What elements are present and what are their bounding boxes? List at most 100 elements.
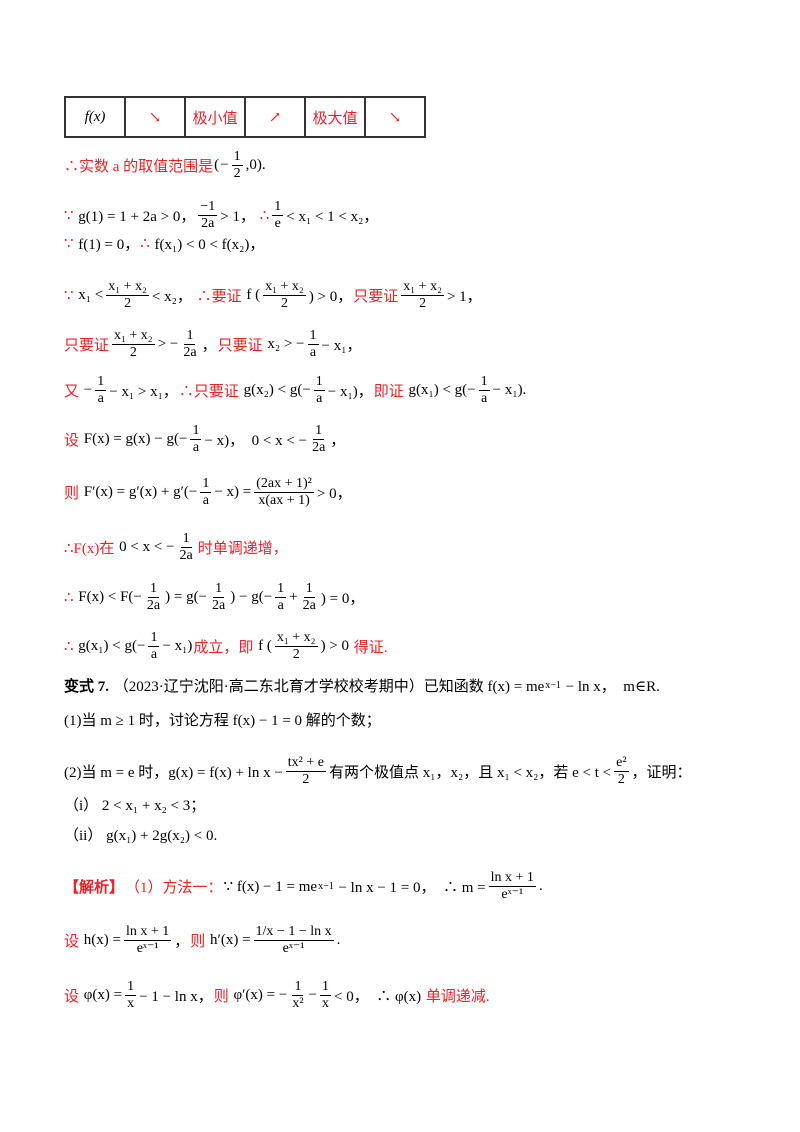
fraction: 1 2a	[145, 581, 162, 614]
denominator: eˣ⁻¹	[501, 887, 524, 903]
text-segment: （ii） g(x₁) + 2g(x₂) < 0.	[64, 828, 218, 844]
text-segment: ，证明：	[631, 765, 692, 782]
numerator: (2ax + 1)²	[254, 476, 314, 494]
text-segment: F′(x) = g′(x) + g′(−	[80, 484, 198, 501]
text-line: 设 h(x) = ln x + 1 eˣ⁻¹，则 h′(x) = 1/x − 1 − …	[64, 924, 340, 957]
numerator: x₁ + x₂	[263, 279, 306, 297]
fraction: x₁ + x₂ 2	[106, 279, 149, 312]
text-segment: < x₂，	[151, 289, 196, 306]
denominator: a	[277, 598, 284, 614]
fraction: ln x + 1 eˣ⁻¹	[123, 924, 172, 957]
fraction: 1 x²	[290, 979, 305, 1012]
text-segment: − x)， 0 < x < −	[204, 433, 308, 450]
table-cell-min: 极小值	[184, 96, 246, 138]
text-segment: 即证	[373, 384, 404, 401]
denominator: eˣ⁻¹	[136, 941, 159, 957]
text-segment: f (	[254, 638, 272, 655]
numerator: 1	[190, 423, 202, 441]
numerator: 1	[320, 979, 332, 997]
text-segment: 只要证	[353, 289, 399, 306]
text-segment: (	[214, 157, 220, 174]
numerator: 1	[313, 423, 325, 441]
table-cell-increasing: ↗	[244, 96, 306, 138]
denominator: a	[192, 440, 200, 456]
superscript: x−1	[318, 881, 334, 893]
numerator: 1	[272, 199, 284, 217]
denominator: 2a	[201, 216, 215, 232]
text-segment: 设	[64, 989, 80, 1006]
text-segment: h(x) =	[80, 932, 121, 949]
text-segment: h′(x) =	[206, 932, 251, 949]
numerator: 1	[180, 531, 192, 549]
text-segment: −	[220, 157, 229, 174]
table-cell-max: 极大值	[304, 96, 366, 138]
denominator: x	[127, 996, 135, 1012]
numerator: 1	[231, 149, 243, 167]
denominator: x(ax + 1)	[258, 493, 310, 509]
denominator: a	[150, 647, 158, 663]
text-segment: −	[308, 987, 318, 1004]
denominator: 2a	[302, 598, 316, 614]
text-segment: x₁ <	[78, 287, 104, 304]
text-segment: f(x₁) < 0 < f(x₂)，	[150, 237, 265, 253]
text-segment: 只要证	[64, 338, 110, 355]
table-cell-decreasing: ↘	[124, 96, 186, 138]
text-segment: 则	[64, 486, 80, 503]
denominator: 2	[129, 345, 137, 361]
text-segment: ∵	[64, 208, 78, 225]
denominator: e	[274, 216, 281, 232]
denominator: eˣ⁻¹	[282, 941, 305, 957]
denominator: a	[316, 391, 323, 407]
text-segment: ∴实数 a 的取值范围是	[64, 159, 214, 176]
numerator: x₁ + x₂	[112, 328, 155, 346]
denominator: 2	[280, 296, 288, 312]
fraction: x₁ + x₂ 2	[112, 328, 155, 361]
denominator: a	[309, 345, 317, 361]
text-segment: f (	[242, 287, 261, 304]
text-segment: g(x₁) < g(−	[78, 638, 146, 655]
text-line: 变式 7. （2023·辽宁沈阳·高二东北育才学校校考期中）已知函数 f(x) …	[64, 675, 660, 696]
text-segment: 【解析】	[64, 880, 125, 897]
superscript: x−1	[545, 680, 561, 691]
denominator: a	[202, 493, 209, 509]
text-segment: F(x) = g(x) − g(−	[80, 431, 188, 448]
text-segment: ) = 0，	[320, 591, 365, 608]
text-segment: ∵	[64, 236, 78, 252]
text-segment: φ′(x) = −	[229, 987, 288, 1004]
text-segment: − x₁).	[492, 382, 527, 399]
numerator: 1	[307, 328, 319, 346]
text-segment: 只要证	[217, 338, 263, 355]
text-segment: 设	[64, 934, 80, 951]
denominator: a	[481, 391, 488, 407]
text-segment: （i） 2 < x₁ + x₂ < 3；	[64, 798, 206, 814]
numerator: 1	[292, 979, 304, 997]
numerator: 1	[303, 581, 315, 599]
fraction: 1 2a	[181, 328, 198, 361]
numerator: 1	[125, 979, 137, 997]
numerator: 1	[200, 476, 212, 494]
text-segment: − ln x， m∈R.	[561, 679, 660, 695]
text-segment: x₂ > −	[263, 336, 305, 353]
text-segment: < 0， ∴ φ(x)	[334, 989, 425, 1006]
text-line: 设 F(x) = g(x) − g(− 1 a − x)， 0 < x < −1 2a，	[64, 423, 345, 456]
fraction: 1 2a	[301, 581, 318, 614]
denominator: 2a	[312, 440, 326, 456]
text-segment: 得证.	[353, 640, 388, 657]
text-segment: φ(x) =	[80, 987, 123, 1004]
denominator: 2	[233, 166, 241, 182]
text-segment: ∴F(x)在	[64, 541, 115, 558]
text-line: (1)当 m ≥ 1 时，讨论方程 f(x) − 1 = 0 解的个数；	[64, 709, 381, 730]
text-segment: ∵	[64, 288, 78, 305]
text-segment: g(x₂) < g(−	[239, 382, 311, 399]
fraction: 1 2a	[178, 531, 195, 564]
text-line: ∴ F(x) < F(− 1 2a) = g(− 1 2a) − g(− 1 a +1 2a) …	[64, 581, 364, 614]
text-segment: < x₁ < 1 < x₂，	[286, 209, 379, 226]
text-segment: .	[336, 932, 341, 949]
text-segment: 变式 7.	[64, 679, 110, 695]
text-segment: F(x) < F(−	[78, 589, 142, 606]
text-line: ∵ f(1) = 0， ∴ f(x₁) < 0 < f(x₂)，	[64, 233, 264, 254]
text-segment: (1)当 m ≥ 1 时，讨论方程 f(x) − 1 = 0 解的个数；	[64, 713, 381, 729]
